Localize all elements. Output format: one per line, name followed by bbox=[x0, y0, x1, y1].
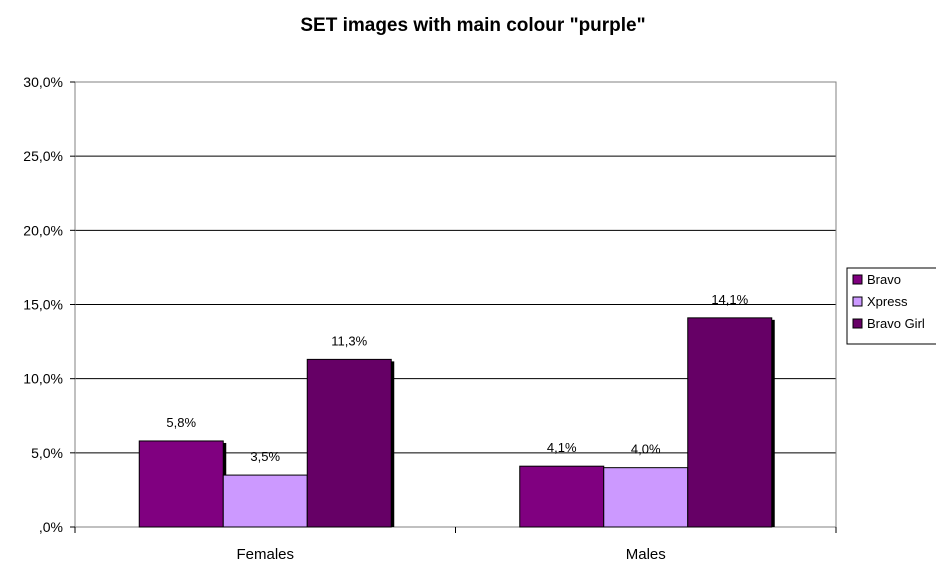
bar bbox=[603, 467, 689, 528]
legend-swatch bbox=[852, 318, 863, 329]
data-label: 5,8% bbox=[166, 415, 196, 430]
data-label: 3,5% bbox=[250, 449, 280, 464]
bar bbox=[138, 440, 224, 528]
data-label: 4,1% bbox=[547, 440, 577, 455]
data-label: 4,0% bbox=[631, 442, 661, 457]
y-tick-label: 5,0% bbox=[31, 445, 63, 461]
legend-swatch bbox=[852, 296, 863, 307]
x-tick-label: Males bbox=[626, 546, 666, 563]
y-tick-label: 30,0% bbox=[23, 74, 63, 90]
y-axis-ticks: ,0% 5,0% 10,0% 15,0% 20,0% 25,0% 30,0% bbox=[23, 74, 75, 535]
bar bbox=[222, 474, 308, 528]
y-tick-label: 10,0% bbox=[23, 371, 63, 387]
y-tick-label: 15,0% bbox=[23, 297, 63, 313]
bars bbox=[138, 317, 775, 528]
chart-title: SET images with main colour "purple" bbox=[300, 15, 645, 36]
legend: Bravo Xpress Bravo Girl bbox=[846, 267, 936, 345]
bar bbox=[687, 317, 773, 528]
y-tick-label: 20,0% bbox=[23, 222, 63, 238]
legend-label: Xpress bbox=[867, 294, 908, 309]
y-tick-label: ,0% bbox=[39, 519, 63, 535]
y-tick-label: 25,0% bbox=[23, 148, 63, 164]
bar bbox=[519, 465, 605, 528]
x-axis: Females Males bbox=[74, 527, 837, 563]
data-label: 11,3% bbox=[331, 333, 367, 348]
data-labels: 5,8% 3,5% 11,3% 4,1% 4,0% 14,1% bbox=[166, 292, 748, 464]
legend-label: Bravo Girl bbox=[867, 316, 925, 331]
bar bbox=[306, 358, 392, 528]
data-label: 14,1% bbox=[711, 292, 748, 307]
legend-swatch bbox=[852, 274, 863, 285]
x-tick-label: Females bbox=[236, 546, 294, 563]
legend-label: Bravo bbox=[867, 272, 901, 287]
